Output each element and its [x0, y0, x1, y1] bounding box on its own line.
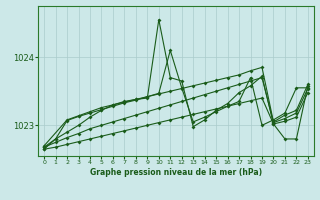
X-axis label: Graphe pression niveau de la mer (hPa): Graphe pression niveau de la mer (hPa): [90, 168, 262, 177]
